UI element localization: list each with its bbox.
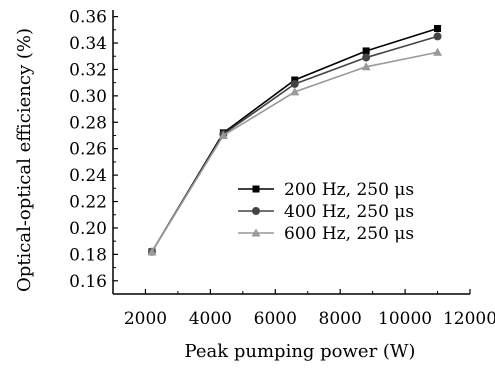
y-tick-label: 0.16 [69, 272, 107, 292]
legend-marker [252, 207, 260, 215]
y-tick-label: 0.24 [69, 166, 107, 186]
series-2 [147, 32, 442, 256]
y-tick-label: 0.18 [69, 245, 107, 265]
y-tick-label: 0.26 [69, 140, 107, 160]
x-tick-label: 2000 [124, 309, 167, 329]
data-point [290, 87, 300, 96]
y-tick-label: 0.36 [69, 8, 107, 28]
y-tick-label: 0.32 [69, 60, 107, 80]
series-3 [147, 47, 443, 256]
x-axis-label: Peak pumping power (W) [185, 341, 416, 362]
x-tick-label: 6000 [254, 309, 297, 329]
y-tick-label: 0.22 [69, 193, 107, 213]
legend-label: 200 Hz, 250 μs [284, 180, 414, 200]
legend-item-1: 200 Hz, 250 μs [238, 180, 414, 200]
data-point [290, 79, 299, 88]
data-point [362, 47, 370, 55]
y-axis-label: Optical-optical efficiency (%) [14, 28, 35, 292]
x-tick-label: 10000 [378, 309, 432, 329]
data-point [362, 53, 371, 62]
legend-item-2: 400 Hz, 250 μs [238, 202, 414, 222]
x-tick-label: 4000 [189, 309, 232, 329]
legend-marker [251, 228, 261, 237]
y-tick-label: 0.34 [69, 34, 107, 54]
data-point [433, 32, 442, 41]
y-tick-label: 0.20 [69, 219, 107, 239]
y-tick-label: 0.30 [69, 87, 107, 107]
x-tick-label: 12000 [443, 309, 495, 329]
data-point [218, 130, 228, 139]
legend-label: 600 Hz, 250 μs [284, 224, 414, 244]
data-point [434, 24, 442, 32]
legend-marker [252, 185, 260, 193]
data-point [147, 247, 157, 256]
y-tick-label: 0.28 [69, 113, 107, 133]
x-tick-label: 8000 [319, 309, 362, 329]
data-point [361, 62, 371, 71]
legend-item-3: 600 Hz, 250 μs [238, 224, 414, 244]
data-point [433, 47, 443, 56]
legend-label: 400 Hz, 250 μs [284, 202, 414, 222]
